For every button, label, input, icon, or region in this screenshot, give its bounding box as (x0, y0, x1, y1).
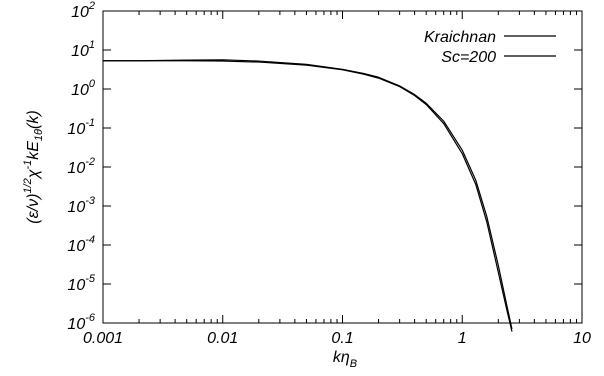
series-line-1 (103, 59, 513, 330)
y-tick-label: 10-6 (67, 312, 95, 333)
x-tick-labels: 0.001 0.01 0.1 1 10 (83, 330, 591, 347)
y-axis-title-part2: χ (25, 169, 42, 180)
y-tick-labels: 10-6 10-5 10-4 10-3 10-2 10-1 100 101 102 (67, 0, 95, 333)
legend-label: Kraichnan (424, 29, 496, 46)
series-line-0 (103, 60, 513, 332)
y-tick-label: 10-1 (67, 117, 95, 138)
x-tick-label: 0.01 (207, 330, 238, 347)
y-axis-title-part1: (ε/ν) (25, 194, 42, 224)
y-tick-label: 10-3 (67, 195, 95, 216)
axis-ticks (102, 10, 582, 324)
x-axis-title-base: kη (333, 349, 350, 366)
y-axis-title-sub3: 1θ (33, 129, 45, 141)
y-tick-label: 10-2 (67, 156, 95, 177)
y-tick-label: 102 (71, 0, 95, 21)
y-axis-title: (ε/ν)1/2χ-1kE1θ(k) (22, 110, 45, 223)
y-tick-label: 10-5 (67, 273, 95, 294)
y-tick-label: 100 (71, 78, 96, 99)
y-axis-title-sup2: -1 (22, 160, 34, 170)
x-tick-label: 1 (458, 330, 467, 347)
series-lines (103, 59, 513, 332)
y-axis-title-part3: kE (25, 141, 42, 160)
legend: Kraichnan Sc=200 (424, 29, 556, 66)
legend-label: Sc=200 (441, 49, 496, 66)
y-axis-title-sup1: 1/2 (22, 178, 34, 193)
x-tick-label: 0.001 (83, 330, 123, 347)
y-tick-label: 101 (71, 39, 95, 60)
x-tick-label: 10 (573, 330, 591, 347)
plot-frame (102, 10, 583, 324)
y-axis-title-part4: (k) (25, 110, 42, 129)
x-axis-title: kηB (333, 349, 357, 370)
x-axis-title-sub: B (350, 358, 357, 370)
x-tick-label: 0.1 (331, 330, 353, 347)
y-tick-label: 10-4 (67, 234, 95, 255)
